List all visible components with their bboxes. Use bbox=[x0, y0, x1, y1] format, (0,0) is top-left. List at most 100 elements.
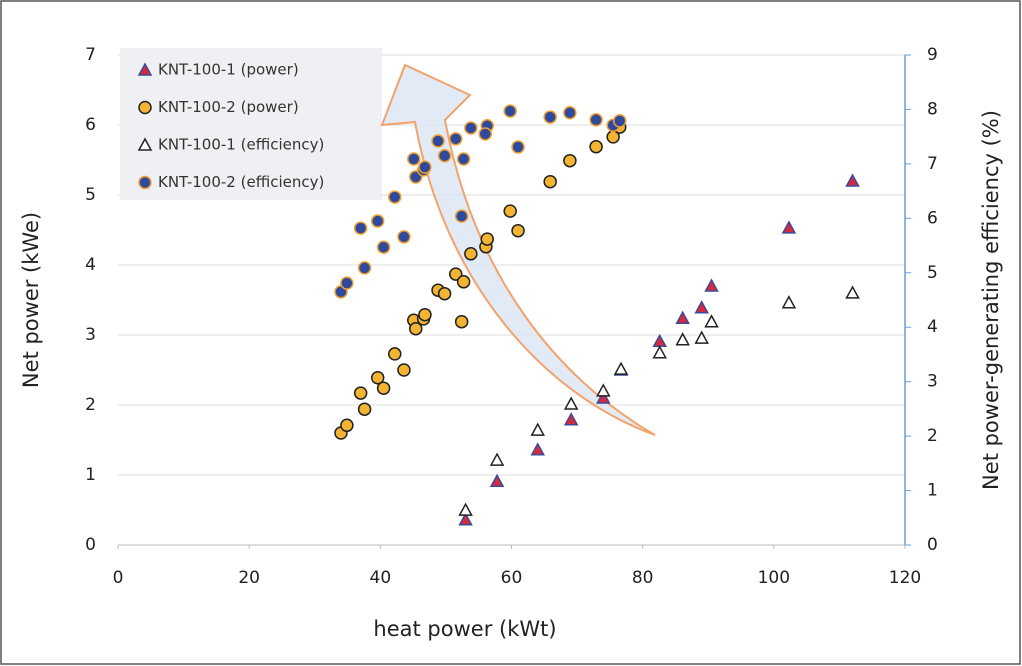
triangle-marker bbox=[781, 295, 797, 309]
triangle-marker bbox=[596, 390, 611, 404]
triangle-marker bbox=[675, 332, 690, 346]
circle-marker bbox=[357, 261, 372, 275]
legend-label: KNT-100-1 (efficiency) bbox=[158, 136, 324, 154]
triangle-marker bbox=[563, 412, 579, 426]
x-tick-label: 100 bbox=[758, 568, 790, 588]
y-tick-label: 6 bbox=[85, 115, 96, 135]
triangle-marker bbox=[781, 220, 797, 234]
triangle-marker bbox=[596, 383, 611, 397]
circle-marker bbox=[437, 286, 452, 301]
y2-tick-label: 2 bbox=[927, 426, 938, 446]
triangle-marker bbox=[845, 173, 860, 187]
y-axis-label: Net power (kWe) bbox=[19, 212, 43, 388]
circle-marker bbox=[388, 347, 402, 361]
triangle-marker bbox=[652, 345, 667, 359]
circle-marker bbox=[340, 418, 354, 433]
y2-tick-label: 8 bbox=[927, 99, 938, 119]
circle-marker bbox=[449, 267, 463, 281]
circle-marker bbox=[456, 152, 471, 166]
circle-marker bbox=[563, 105, 577, 120]
x-tick-label: 60 bbox=[501, 568, 523, 588]
circle-marker bbox=[376, 381, 391, 395]
circle-marker bbox=[543, 174, 557, 189]
circle-marker bbox=[437, 148, 452, 163]
x-tick-label: 0 bbox=[113, 568, 124, 588]
marks bbox=[334, 104, 860, 526]
circle-marker bbox=[418, 160, 432, 174]
y2-tick-label: 9 bbox=[927, 45, 938, 65]
y-tick-label: 4 bbox=[85, 255, 96, 275]
y-tick-label: 1 bbox=[85, 465, 96, 485]
x-tick-label: 80 bbox=[632, 568, 654, 588]
y-tick-label: 3 bbox=[85, 325, 96, 345]
y2-tick-label: 1 bbox=[927, 481, 938, 501]
circle-marker bbox=[370, 370, 385, 385]
triangle-marker bbox=[137, 137, 153, 151]
legend-label: KNT-100-2 (power) bbox=[158, 98, 299, 116]
legend-background bbox=[120, 48, 382, 200]
circle-marker bbox=[454, 209, 469, 223]
circle-marker bbox=[397, 230, 411, 244]
circle-marker bbox=[612, 114, 627, 128]
triangle-marker bbox=[137, 62, 153, 76]
circle-marker bbox=[454, 314, 469, 329]
triangle-marker bbox=[489, 452, 505, 466]
triangle-marker bbox=[530, 442, 545, 456]
y-tick-label: 2 bbox=[85, 395, 96, 415]
triangle-marker bbox=[458, 512, 473, 526]
circle-marker bbox=[353, 386, 368, 400]
circle-marker bbox=[511, 140, 525, 154]
triangle-marker bbox=[563, 396, 579, 410]
y-tick-label: 0 bbox=[85, 535, 96, 555]
y2-tick-label: 5 bbox=[927, 263, 938, 283]
circle-marker bbox=[464, 247, 478, 261]
triangle-marker bbox=[458, 502, 473, 516]
circle-marker bbox=[449, 132, 463, 146]
legend-label: KNT-100-1 (power) bbox=[158, 61, 299, 79]
triangle-marker bbox=[845, 285, 860, 299]
circle-marker bbox=[503, 204, 517, 218]
legend-label: KNT-100-2 (efficiency) bbox=[158, 173, 324, 191]
triangle-marker bbox=[704, 314, 719, 328]
circle-marker bbox=[340, 276, 354, 290]
triangle-marker bbox=[704, 278, 719, 292]
y2-tick-label: 4 bbox=[927, 317, 938, 337]
circle-marker bbox=[138, 175, 152, 190]
circle-marker bbox=[478, 127, 493, 141]
circle-marker bbox=[589, 113, 603, 127]
circle-marker bbox=[418, 307, 432, 322]
x-tick-label: 120 bbox=[889, 568, 921, 588]
y2-tick-label: 6 bbox=[927, 208, 938, 228]
circle-marker bbox=[408, 321, 423, 336]
circle-marker bbox=[388, 190, 402, 204]
y-tick-label: 5 bbox=[85, 185, 96, 205]
y-tick-label: 7 bbox=[85, 45, 96, 65]
circle-marker bbox=[464, 121, 478, 135]
y2-tick-label: 0 bbox=[927, 535, 938, 555]
circle-marker bbox=[456, 275, 471, 289]
triangle-marker bbox=[675, 310, 690, 324]
circle-marker bbox=[589, 139, 603, 154]
x-axis-label: heat power (kWt) bbox=[373, 617, 556, 641]
circle-marker bbox=[138, 100, 152, 115]
triangle-marker bbox=[530, 422, 545, 436]
circle-marker bbox=[563, 153, 577, 168]
circle-marker bbox=[503, 104, 517, 118]
circle-marker bbox=[480, 232, 494, 246]
triangle-marker bbox=[613, 361, 629, 375]
circle-marker bbox=[357, 402, 372, 416]
circle-marker bbox=[370, 214, 385, 228]
triangle-marker bbox=[694, 330, 709, 344]
circle-marker bbox=[431, 134, 445, 148]
y2-tick-label: 7 bbox=[927, 154, 938, 174]
circle-marker bbox=[407, 152, 421, 166]
triangle-marker bbox=[489, 473, 505, 488]
circle-marker bbox=[353, 221, 368, 235]
circle-marker bbox=[397, 363, 411, 377]
circle-marker bbox=[543, 110, 557, 124]
circle-marker bbox=[376, 240, 391, 254]
x-tick-label: 40 bbox=[370, 568, 392, 588]
circle-marker bbox=[511, 223, 525, 238]
y2-tick-label: 3 bbox=[927, 372, 938, 392]
